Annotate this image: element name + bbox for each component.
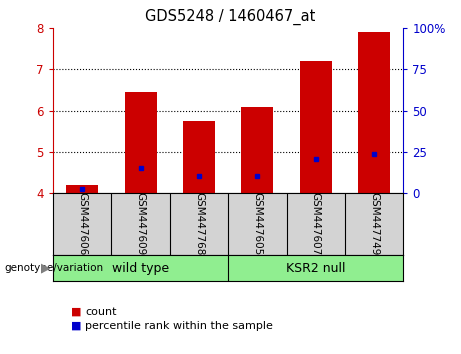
Bar bbox=[358, 33, 390, 193]
Bar bbox=[66, 185, 98, 193]
Text: GSM447749: GSM447749 bbox=[369, 192, 379, 256]
Bar bbox=[242, 107, 273, 193]
Text: ■: ■ bbox=[71, 321, 82, 331]
Text: GSM447768: GSM447768 bbox=[194, 192, 204, 256]
Bar bbox=[124, 92, 157, 193]
Text: ■: ■ bbox=[71, 307, 82, 316]
Text: GSM447605: GSM447605 bbox=[252, 192, 262, 256]
Text: GSM447607: GSM447607 bbox=[311, 192, 321, 256]
Text: KSR2 null: KSR2 null bbox=[286, 262, 346, 275]
Text: wild type: wild type bbox=[112, 262, 169, 275]
Bar bbox=[183, 121, 215, 193]
Text: genotype/variation: genotype/variation bbox=[5, 263, 104, 273]
Text: GDS5248 / 1460467_at: GDS5248 / 1460467_at bbox=[145, 9, 316, 25]
Text: count: count bbox=[85, 307, 117, 316]
Bar bbox=[300, 61, 332, 193]
Text: ▶: ▶ bbox=[41, 262, 51, 275]
Text: GSM447609: GSM447609 bbox=[136, 192, 146, 256]
Text: percentile rank within the sample: percentile rank within the sample bbox=[85, 321, 273, 331]
Text: GSM447606: GSM447606 bbox=[77, 192, 87, 256]
